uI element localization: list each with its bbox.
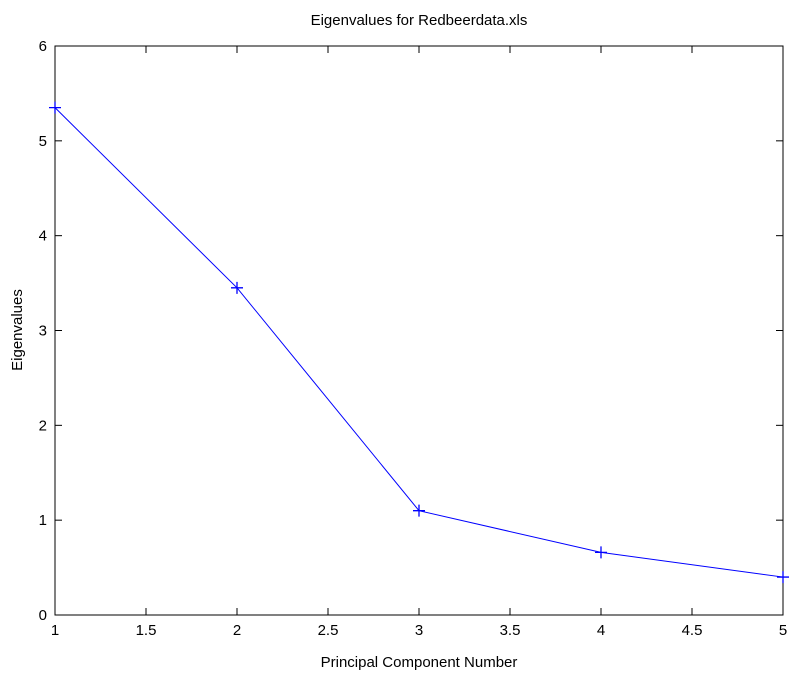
y-axis-label: Eigenvalues (9, 289, 26, 371)
chart-title: Eigenvalues for Redbeerdata.xls (311, 12, 528, 29)
x-tick-label: 1.5 (136, 622, 157, 639)
y-tick-label: 0 (39, 607, 47, 624)
marker (413, 504, 425, 517)
y-tick-label: 3 (39, 323, 47, 340)
x-tick-label: 5 (779, 622, 787, 639)
y-tick-label: 1 (39, 512, 47, 529)
x-tick-label: 3.5 (500, 622, 521, 639)
marker (595, 546, 607, 559)
y-tick-label: 4 (39, 228, 47, 245)
marker (49, 101, 61, 114)
y-tick-label: 2 (39, 417, 47, 434)
x-tick-label: 4.5 (682, 622, 703, 639)
x-tick-label: 4 (597, 622, 605, 639)
marker (231, 281, 243, 294)
x-tick-label: 2.5 (318, 622, 339, 639)
x-tick-label: 2 (233, 622, 241, 639)
marker (777, 571, 789, 584)
y-tick-label: 5 (39, 133, 47, 150)
x-tick-label: 3 (415, 622, 423, 639)
x-tick-label: 1 (51, 622, 59, 639)
plot-area (54, 45, 784, 616)
y-tick-label: 6 (39, 38, 47, 55)
x-axis-label: Principal Component Number (321, 654, 518, 671)
